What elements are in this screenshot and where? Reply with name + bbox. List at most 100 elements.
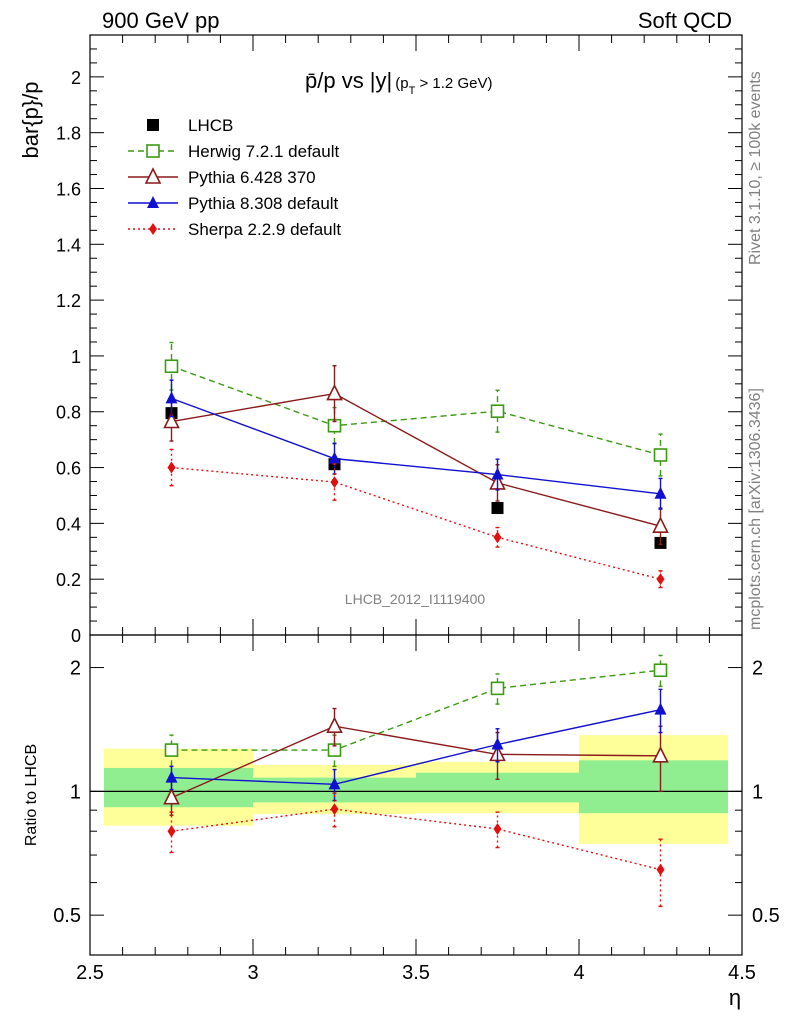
main-point-pythia-8-308-default — [165, 391, 178, 404]
main-point-pythia-8-308-default — [328, 451, 341, 464]
ratio-y-axis-label: Ratio to LHCB — [23, 744, 40, 846]
main-y-tick-label: 1.2 — [56, 291, 81, 311]
ratio-y-tick-label-right: 1 — [752, 781, 763, 803]
ratio-point-sherpa-2-2-9-default — [493, 822, 502, 835]
main-point-pythia-6-428-370 — [326, 383, 343, 401]
main-y-tick-label: 1 — [71, 347, 81, 367]
title-cut-open: (p — [395, 75, 408, 92]
main-y-axis-label: bar{p}/p — [18, 81, 43, 158]
main-point-pythia-8-308-default — [491, 467, 504, 480]
ratio-line-pythia-8-308-default — [171, 708, 661, 786]
ratio-y-tick-label-left: 2 — [70, 658, 81, 680]
ratio-point-pythia-6-428-370 — [326, 716, 343, 734]
ratio-point-pythia-6-428-370 — [163, 787, 180, 805]
legend-marker-pythia-8-308-default — [147, 196, 159, 208]
main-y-tick-label: 0.4 — [56, 514, 81, 534]
main-panel: 0.2 0.4 0.6 0.8 1 1.2 1.4 1.6 1.8 2 0 bar{p}/p p̄/… — [18, 34, 743, 646]
main-x-ticks — [89, 35, 743, 635]
main-line-pythia-6-428-370 — [171, 392, 661, 527]
ratio-y-tick-label-left: 1 — [70, 781, 81, 803]
main-line-herwig-7-2-1-default — [171, 365, 661, 456]
main-point-pythia-8-308-default — [654, 486, 667, 499]
main-point-sherpa-2-2-9-default — [656, 573, 665, 586]
main-point-pythia-6-428-370 — [652, 516, 669, 533]
x-tick-label: 3.5 — [402, 962, 430, 984]
main-y-tick-label: 0 — [71, 626, 81, 646]
main-point-herwig-7-2-1-default — [653, 448, 668, 462]
main-y-axis: 0.2 0.4 0.6 0.8 1 1.2 1.4 1.6 1.8 2 0 — [56, 48, 742, 646]
legend: LHCB Herwig 7.2.1 default Pythia 6.428 370… — [128, 116, 341, 239]
ratio-panel: 0.5 0.5 1 1 2 2 2.5 3 3.5 4 4.5 Ratio to LHCB η — [23, 634, 780, 1010]
legend-entry-pythia-8-308-default: Pythia 8.308 default — [128, 194, 339, 213]
x-tick-label: 4.5 — [728, 962, 756, 984]
main-point-sherpa-2-2-9-default — [330, 476, 339, 489]
legend-marker-pythia-6-428-370 — [144, 167, 162, 184]
main-series-pythia-6-428-370 — [163, 364, 669, 546]
main-y-tick-label: 0.6 — [56, 459, 81, 479]
mcplots-label: mcplots.cern.ch [arXiv:1306.3436] — [747, 388, 764, 630]
ratio-point-sherpa-2-2-9-default — [167, 825, 176, 838]
legend-label-pythia-6-428-370: Pythia 6.428 370 — [188, 168, 316, 187]
ratio-y-tick-label-right: 2 — [752, 658, 763, 680]
x-tick-label: 4 — [573, 962, 584, 984]
ratio-y-tick-label-right: 0.5 — [752, 905, 780, 927]
ratio-point-pythia-8-308-default — [165, 770, 178, 783]
main-line-sherpa-2-2-9-default — [171, 466, 661, 580]
ratio-point-herwig-7-2-1-default — [164, 743, 179, 757]
main-point-herwig-7-2-1-default — [490, 404, 505, 418]
main-point-sherpa-2-2-9-default — [167, 461, 176, 474]
main-y-tick-label: 2 — [71, 68, 81, 88]
title-main: p̄/p vs |y| — [305, 68, 392, 93]
ratio-point-sherpa-2-2-9-default — [656, 863, 665, 876]
main-point-lhcb — [491, 502, 504, 515]
main-point-herwig-7-2-1-default — [164, 359, 179, 374]
x-axis-label: η — [729, 985, 741, 1010]
ratio-point-sherpa-2-2-9-default — [330, 803, 339, 816]
legend-entry-herwig-7-2-1-default: Herwig 7.2.1 default — [128, 142, 339, 161]
main-series-lhcb — [165, 407, 667, 549]
ratio-point-pythia-8-308-default — [654, 702, 667, 715]
main-y-tick-label: 0.2 — [56, 570, 81, 590]
ratio-point-pythia-6-428-370 — [652, 746, 669, 763]
main-y-tick-label: 1.6 — [56, 179, 81, 199]
legend-marker-sherpa-2-2-9-default — [149, 223, 157, 235]
main-plot-area — [163, 341, 669, 589]
x-tick-label: 3 — [247, 962, 258, 984]
legend-label-herwig-7-2-1-default: Herwig 7.2.1 default — [188, 142, 339, 161]
main-plot-title: p̄/p vs |y| (pT > 1.2 GeV) — [305, 68, 492, 97]
main-series-pythia-8-308-default — [165, 379, 667, 510]
ratio-plot-area — [90, 654, 742, 908]
legend-marker-herwig-7-2-1-default — [146, 144, 160, 158]
legend-marker-lhcb — [147, 119, 159, 131]
legend-label-pythia-8-308-default: Pythia 8.308 default — [188, 194, 339, 213]
ratio-band-inner — [104, 767, 253, 808]
ratio-series-sherpa-2-2-9-default — [167, 792, 665, 908]
ratio-y-axis: 0.5 0.5 1 1 2 2 — [53, 658, 780, 956]
main-line-pythia-8-308-default — [171, 397, 661, 495]
ratio-x-axis: 2.5 3 3.5 4 4.5 — [76, 635, 756, 984]
legend-entry-pythia-6-428-370: Pythia 6.428 370 — [128, 167, 316, 187]
main-y-tick-label: 1.4 — [56, 235, 81, 255]
legend-entry-sherpa-2-2-9-default: Sherpa 2.2.9 default — [128, 220, 341, 239]
main-y-tick-label: 0.8 — [56, 403, 81, 423]
analysis-watermark: LHCB_2012_I1119400 — [345, 591, 486, 607]
legend-label-lhcb: LHCB — [188, 116, 233, 135]
ratio-line-herwig-7-2-1-default — [171, 669, 661, 751]
title-cut-sub: T — [409, 85, 416, 97]
main-point-pythia-6-428-370 — [163, 411, 180, 429]
main-y-tick-label: 1.8 — [56, 124, 81, 144]
ratio-line-pythia-6-428-370 — [171, 725, 661, 799]
collision-label: 900 GeV pp — [102, 8, 219, 33]
ratio-point-herwig-7-2-1-default — [490, 681, 505, 696]
ratio-series-pythia-8-308-default — [165, 688, 667, 802]
x-tick-label: 2.5 — [76, 962, 104, 984]
legend-entry-lhcb: LHCB — [147, 116, 233, 135]
main-point-sherpa-2-2-9-default — [493, 531, 502, 544]
main-series-sherpa-2-2-9-default — [167, 448, 665, 589]
ratio-point-herwig-7-2-1-default — [653, 663, 668, 678]
category-label: Soft QCD — [638, 8, 732, 33]
ratio-band-inner — [579, 760, 728, 814]
ratio-point-pythia-8-308-default — [491, 737, 504, 750]
title-cut-close: > 1.2 GeV) — [415, 75, 492, 92]
